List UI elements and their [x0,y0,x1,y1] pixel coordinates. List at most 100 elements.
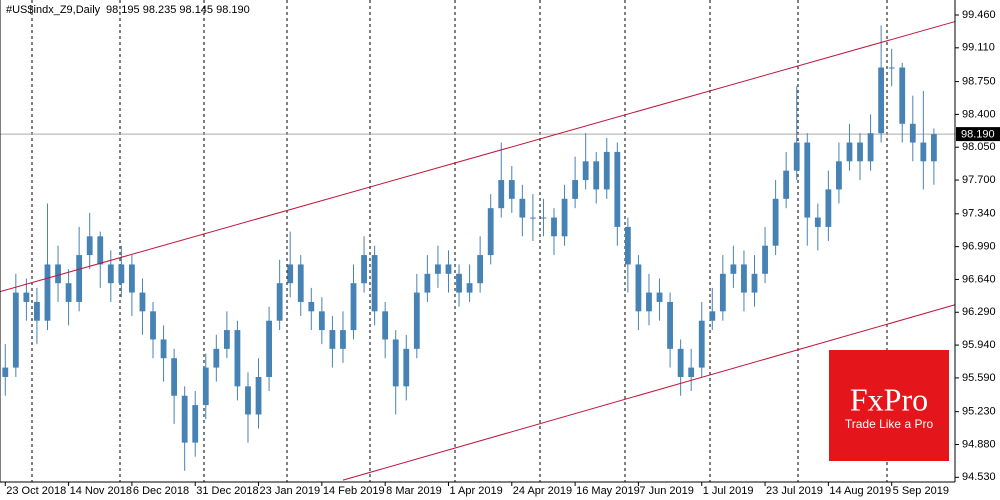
candle-body [667,301,673,349]
candle-body [308,301,315,312]
candle-body [487,208,494,256]
x-tick-label: 31 Dec 2018 [196,485,258,497]
candle-body [614,151,621,227]
trendline [342,304,956,481]
candle-body [635,264,642,312]
candle-body [930,134,937,162]
candle-body [424,273,431,293]
candle-body [698,320,705,368]
candle-body [730,264,737,274]
candle-body [888,67,895,69]
x-tick-label: 24 Apr 2019 [513,485,572,497]
x-tick-label: 8 Mar 2019 [386,485,442,497]
current-price-box [956,127,1000,142]
candle-body [350,283,357,331]
candle-body [603,151,610,190]
candle-body [12,292,19,368]
candle-body [593,161,600,190]
candle-body [508,180,515,199]
candle-body [751,273,758,293]
candle-body [688,367,695,377]
x-tick-label: 16 May 2019 [576,485,640,497]
candle-body [181,395,188,443]
candle-body [171,358,178,396]
candle-body [529,217,536,219]
candle-body [435,264,441,274]
candle-body [413,292,420,349]
y-tick-label: 94.530 [962,471,996,483]
y-tick-label: 96.990 [962,241,996,253]
candle-body [899,67,906,124]
candle-body [909,123,916,143]
candle-body [836,161,842,190]
candle-body [867,133,874,162]
candle-body [382,311,389,340]
candle-body [245,386,251,415]
candle-body [719,273,726,312]
candle-body [445,264,452,274]
candle-body [86,236,93,256]
candle-body [213,348,220,368]
y-tick-label: 95.940 [962,339,996,351]
candle-body [276,283,283,321]
candle-body [646,292,652,312]
candle-body [540,217,547,219]
candle-body [297,264,304,302]
candle-body [392,339,399,387]
candle-body [477,255,484,284]
y-tick-label: 99.110 [962,42,995,54]
y-tick-label: 97.700 [962,174,996,186]
candle-body [709,311,716,321]
logo-tagline: Trade Like a Pro [845,417,934,431]
candle-body [118,264,125,284]
candle-body [825,189,832,227]
candle-body [223,330,230,349]
candle-body [624,226,631,265]
candle-body [677,348,684,377]
logo-brand: FxPro [850,381,928,417]
current-price-label: 98.190 [961,129,995,141]
candle-body [456,273,462,293]
candle-body [498,180,505,209]
x-tick-label: 23 Jan 2019 [260,485,321,497]
candle-body [561,198,568,237]
candle-body [551,217,557,237]
candle-body [920,142,927,162]
candle-body [572,180,579,199]
candle-body [255,376,262,415]
candle-body [804,142,811,218]
candle-body [318,311,325,331]
candle-body [878,67,885,134]
y-tick-label: 94.880 [962,438,996,450]
candle-body [793,142,800,171]
y-tick-label: 99.460 [962,9,996,21]
x-tick-label: 23 Jul 2019 [766,485,823,497]
candle-body [466,283,473,293]
candle-body [202,367,209,406]
x-tick-label: 5 Sep 2019 [893,485,949,497]
y-tick-label: 96.290 [962,306,996,318]
y-tick-label: 98.400 [962,108,996,120]
candle-body [783,170,790,199]
candle-body [160,339,167,359]
y-tick-label: 98.750 [962,75,996,87]
x-tick-label: 1 Apr 2019 [449,485,502,497]
x-tick-label: 14 Nov 2018 [70,485,132,497]
trendline [0,21,956,293]
candle-body [129,264,135,293]
candle-body [287,264,294,284]
candle-body [846,142,853,162]
y-tick-label: 97.340 [962,208,996,220]
header-values: 98.195 98.235 98.145 98.190 [106,4,250,16]
y-tick-label: 95.230 [962,406,996,418]
candle-body [44,264,51,321]
candle-body [23,292,30,302]
candle-body [266,320,272,377]
y-tick-label: 98.050 [962,141,996,153]
candle-body [340,330,346,349]
x-tick-label: 23 Oct 2018 [6,485,66,497]
candle-body [582,161,589,181]
candle-body [857,142,863,162]
candle-body [656,292,663,302]
y-tick-label: 96.640 [962,273,996,285]
